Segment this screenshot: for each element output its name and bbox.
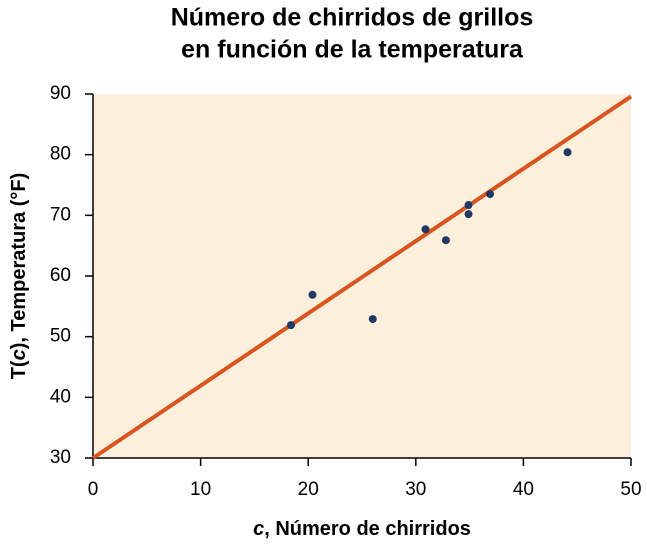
point <box>308 290 317 299</box>
y-axis-label-part: ), Temperatura (°F) <box>8 173 30 350</box>
y-tick-label: 70 <box>50 204 71 225</box>
point <box>286 321 295 330</box>
point <box>421 225 430 234</box>
chart-title: Número de chirridos de grillos <box>171 4 534 32</box>
y-tick-label: 80 <box>50 144 71 165</box>
point <box>464 201 473 210</box>
x-axis-label-part: c <box>253 518 264 540</box>
point <box>563 148 572 157</box>
x-tick-label: 10 <box>190 479 211 500</box>
point <box>486 190 495 199</box>
y-axis-label-part: c <box>8 349 30 360</box>
y-tick-label: 30 <box>50 447 71 468</box>
x-tick-label: 20 <box>298 479 319 500</box>
x-tick-label: 30 <box>405 479 426 500</box>
y-axis-label-part: T( <box>8 360 30 379</box>
y-tick-label: 50 <box>50 326 71 347</box>
x-tick-label: 40 <box>513 479 534 500</box>
x-axis-label: c, Número de chirridos <box>253 518 471 540</box>
point <box>464 210 473 219</box>
y-axis-label: T(c), Temperatura (°F) <box>8 173 30 380</box>
y-tick-label: 90 <box>50 83 71 104</box>
point <box>368 315 377 324</box>
point <box>441 236 450 245</box>
x-axis-label-part: , Número de chirridos <box>264 518 471 540</box>
chart-title: en función de la temperatura <box>181 36 524 64</box>
x-tick-label: 50 <box>620 479 641 500</box>
fit-line <box>91 94 633 460</box>
x-tick-label: 0 <box>88 479 99 500</box>
y-tick-label: 40 <box>50 386 71 407</box>
y-tick-label: 60 <box>50 265 71 286</box>
